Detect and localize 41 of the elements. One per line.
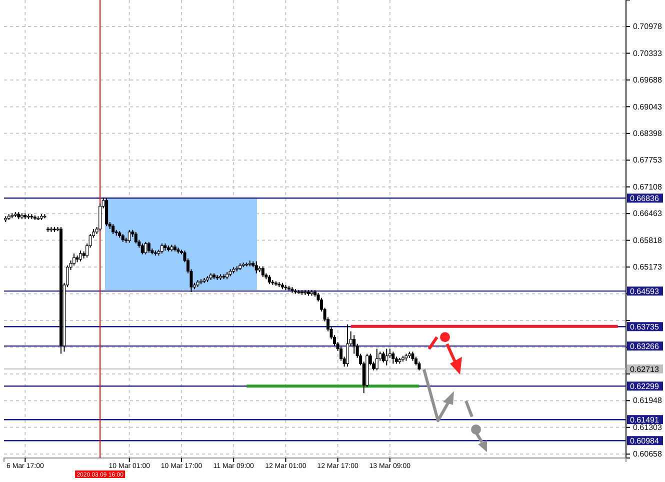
y-tick-label: 0.69688 [633, 76, 662, 85]
ref-line-label: 0.63735 [630, 322, 660, 332]
ref-line-label: 0.61491 [630, 416, 660, 425]
y-tick-label: 0.70978 [633, 22, 662, 32]
y-tick-label: 0.61948 [633, 396, 662, 406]
y-tick-label: 0.69043 [633, 102, 662, 112]
ref-line-label: 0.63266 [630, 342, 660, 352]
y-tick-label: 0.65818 [633, 236, 662, 245]
candlestick [147, 241, 150, 254]
candlestick [140, 243, 144, 255]
ref-line-label: 0.66836 [630, 194, 660, 204]
ref-line-label: 0.64593 [630, 287, 660, 296]
candlestick [254, 260, 258, 274]
candlestick [79, 250, 82, 262]
candlestick [352, 334, 356, 354]
candlestick [385, 348, 388, 366]
candlestick [382, 351, 385, 363]
candlestick [346, 324, 350, 368]
ref-line-label: 0.62299 [630, 382, 660, 392]
ref-line-label: 0.60984 [630, 436, 660, 446]
y-tick-label: 0.67108 [633, 182, 662, 192]
candlestick [72, 252, 76, 266]
y-tick-label: 0.61303 [633, 422, 662, 432]
candlestick [144, 241, 148, 255]
candlestick [375, 348, 378, 371]
y-tick-label: 0.60658 [633, 450, 662, 459]
y-tick-label: 0.70333 [633, 48, 662, 58]
candlestick [268, 274, 271, 285]
candlestick [392, 351, 395, 364]
candlestick [128, 229, 131, 244]
ref-line-label: 0.62713 [630, 364, 660, 374]
candlestick [105, 198, 108, 227]
candlestick [160, 243, 164, 254]
y-tick-label: 0.67753 [633, 156, 662, 165]
y-tick-label: 0.65173 [633, 262, 662, 272]
candlestick [112, 224, 115, 235]
y-tick-label: 0.68398 [633, 128, 662, 138]
candlestick [134, 231, 138, 244]
candlestick [261, 266, 264, 278]
candlestick [411, 351, 414, 362]
y-tick-label: 0.66463 [633, 209, 662, 218]
